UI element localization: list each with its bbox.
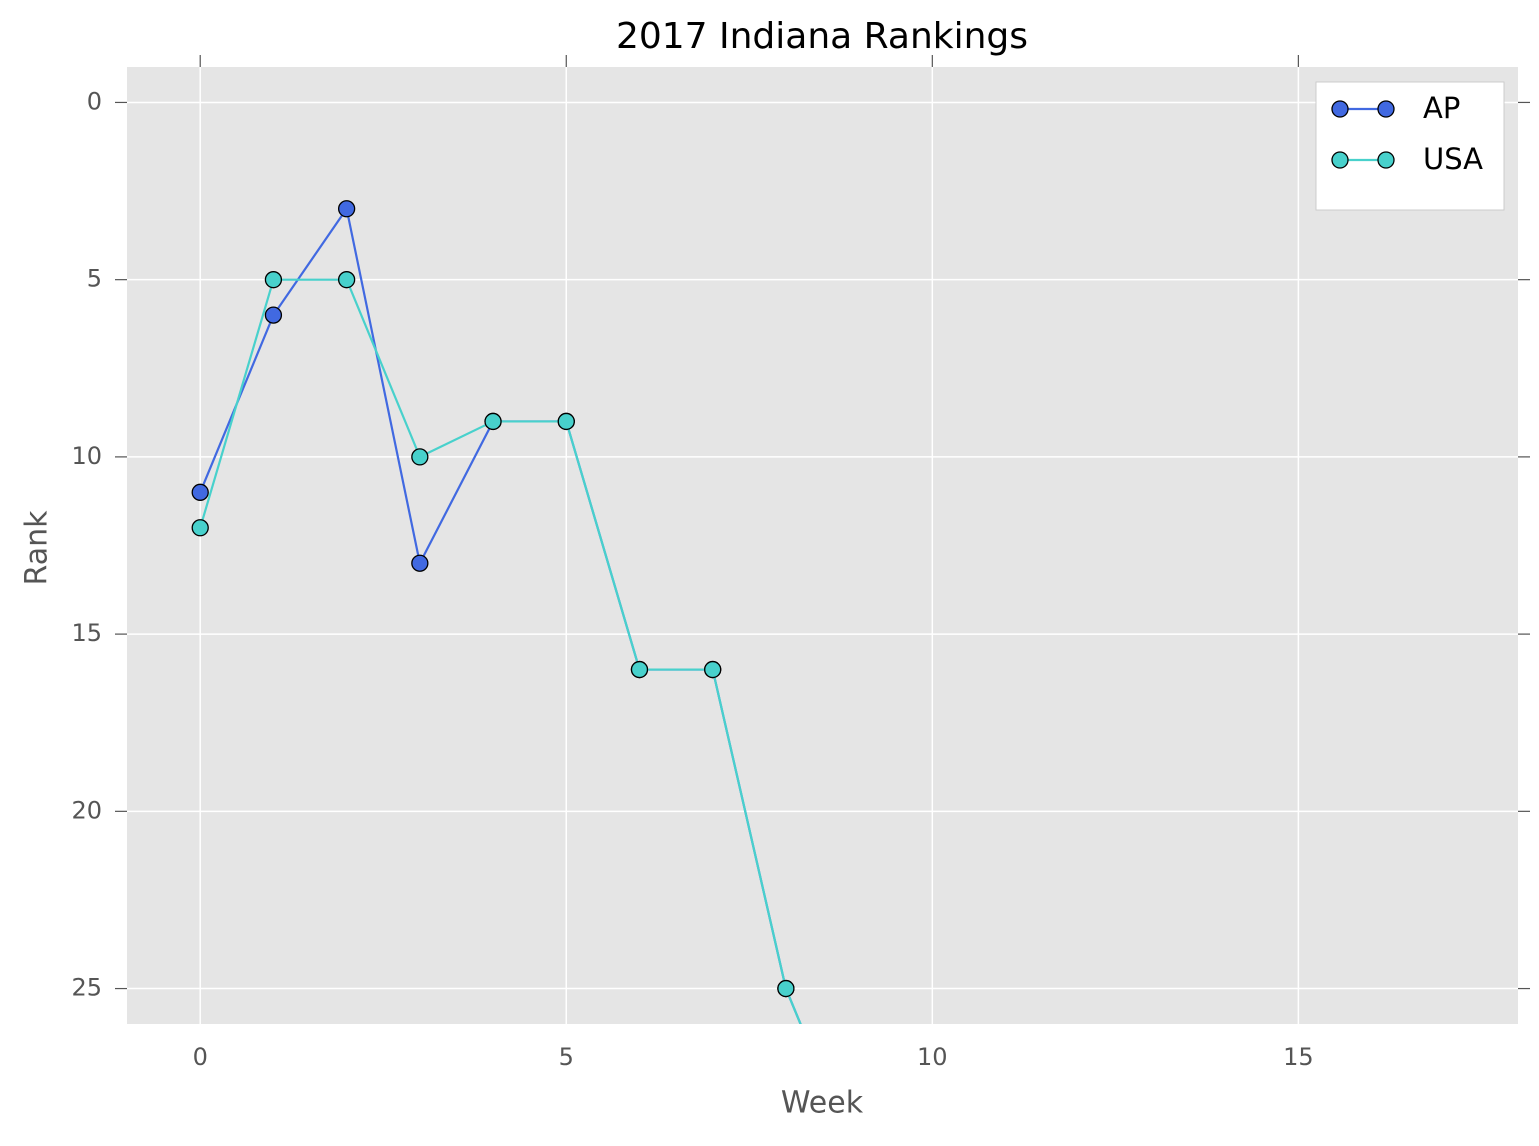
data-point bbox=[411, 448, 429, 466]
y-tick-label: 0 bbox=[87, 87, 102, 115]
y-tick-label: 15 bbox=[71, 619, 102, 647]
data-point bbox=[337, 200, 356, 218]
data-point bbox=[484, 412, 502, 431]
legend-label: USA bbox=[1423, 142, 1483, 176]
data-point bbox=[777, 979, 795, 998]
data-point bbox=[337, 271, 356, 289]
data-point bbox=[704, 660, 722, 679]
y-tick-label: 10 bbox=[71, 442, 102, 470]
data-point bbox=[411, 554, 429, 572]
x-tick-label: 0 bbox=[193, 1043, 208, 1071]
y-tick-label: 5 bbox=[87, 265, 102, 293]
x-tick-label: 5 bbox=[559, 1043, 574, 1071]
y-axis-label: Rank bbox=[20, 510, 55, 586]
data-point bbox=[191, 519, 209, 537]
series-line bbox=[199, 278, 802, 1024]
y-tick-label: 20 bbox=[71, 796, 102, 824]
chart-title: 2017 Indiana Rankings bbox=[616, 16, 1028, 57]
legend-label: AP bbox=[1423, 91, 1460, 125]
plot-area bbox=[127, 67, 1518, 1024]
y-tick-label: 25 bbox=[71, 974, 102, 1002]
x-tick-label: 10 bbox=[917, 1043, 948, 1071]
grid bbox=[115, 55, 1530, 1024]
data-point bbox=[191, 483, 209, 501]
legend-marker bbox=[1377, 151, 1395, 169]
data-point bbox=[630, 660, 649, 679]
x-tick-label: 15 bbox=[1283, 1043, 1314, 1071]
x-axis-label: Week bbox=[781, 1086, 864, 1121]
data-point bbox=[557, 412, 575, 431]
data-point bbox=[264, 271, 283, 289]
legend-marker bbox=[1331, 100, 1349, 118]
series-group bbox=[191, 200, 802, 1024]
legend: AP USA bbox=[1315, 81, 1505, 211]
legend-marker bbox=[1377, 100, 1395, 118]
data-point bbox=[264, 306, 283, 324]
legend-marker bbox=[1331, 151, 1349, 169]
legend-box bbox=[1315, 81, 1505, 211]
